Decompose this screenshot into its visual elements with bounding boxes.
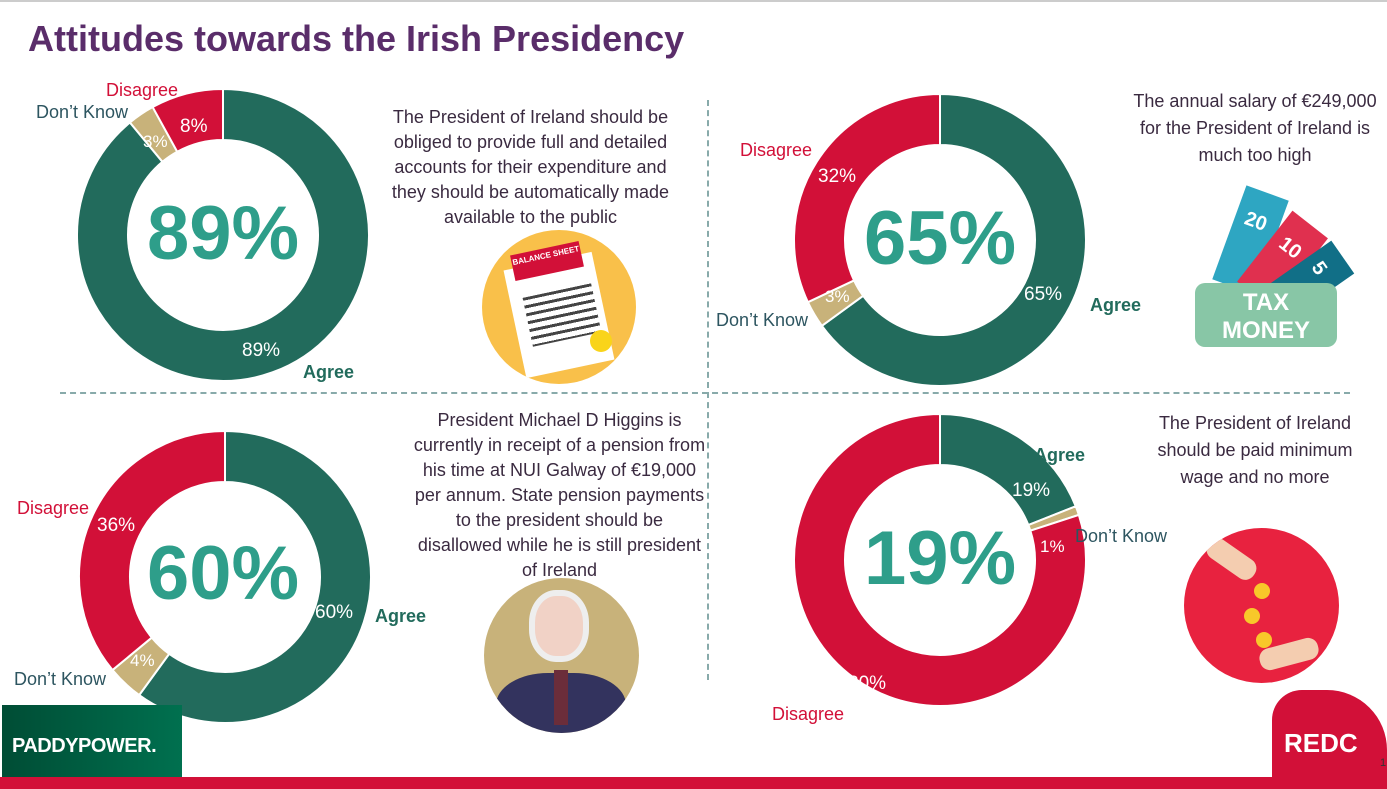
legend-disagree: Disagree bbox=[17, 498, 90, 518]
donut-slice-agree bbox=[76, 87, 370, 382]
donut-chart-salary bbox=[793, 92, 1087, 387]
coins-hand-illustration bbox=[1184, 528, 1339, 683]
horizontal-divider bbox=[60, 392, 1350, 394]
data-label-dont-know: 3% bbox=[825, 287, 850, 306]
balance-sheet-illustration: BALANCE SHEET bbox=[482, 230, 636, 384]
legend-disagree: Disagree bbox=[740, 140, 813, 160]
page-title: Attitudes towards the Irish Presidency bbox=[28, 18, 685, 59]
question-text: The President of Ireland should be paid … bbox=[1157, 413, 1353, 487]
donut-slice-agree bbox=[820, 92, 1087, 387]
tax-money-illustration: 20 10 5 TAX MONEY bbox=[1190, 185, 1355, 350]
donut-slice-agree bbox=[939, 412, 1078, 527]
data-label-dont-know: 4% bbox=[130, 651, 155, 670]
donut-slice-disagree bbox=[793, 412, 1087, 707]
data-label-agree: 65% bbox=[1024, 284, 1063, 305]
donut-slice-disagree bbox=[151, 87, 224, 154]
question-text: The annual salary of €249,000 for the Pr… bbox=[1133, 91, 1377, 165]
data-label-dont-know: 1% bbox=[1040, 537, 1065, 556]
legend-agree: Agree bbox=[303, 362, 355, 382]
data-label-dont-know: 3% bbox=[143, 132, 168, 151]
data-label-disagree: 80% bbox=[848, 673, 887, 694]
donut-slice-disagree bbox=[793, 92, 941, 304]
tax-money-label: TAX MONEY bbox=[1195, 283, 1337, 347]
legend-disagree: Disagree bbox=[106, 80, 179, 100]
data-label-agree: 89% bbox=[242, 340, 281, 361]
legend-dont-know: Don’t Know bbox=[36, 102, 129, 122]
headline-value: 60% bbox=[146, 531, 300, 616]
redc-logo: REDC bbox=[1272, 690, 1387, 778]
legend-dont-know: Don’t Know bbox=[14, 669, 107, 689]
headline-value: 89% bbox=[146, 191, 300, 276]
legend-agree: Agree bbox=[1034, 445, 1086, 465]
data-label-disagree: 8% bbox=[180, 116, 208, 137]
question-text: The President of Ireland should be oblig… bbox=[391, 107, 670, 227]
data-label-disagree: 36% bbox=[97, 515, 136, 536]
paddypower-logo-text: PADDYPOWER. bbox=[12, 735, 157, 757]
redc-logo-text: REDC bbox=[1284, 728, 1358, 758]
donut-slice-disagree bbox=[78, 429, 226, 672]
paddypower-logo: PADDYPOWER. bbox=[2, 705, 182, 777]
legend-disagree: Disagree bbox=[772, 704, 845, 724]
question-text: President Michael D Higgins is currently… bbox=[413, 410, 706, 580]
data-label-agree: 60% bbox=[315, 602, 354, 623]
data-label-disagree: 32% bbox=[818, 166, 857, 187]
page-number: 1 bbox=[1380, 757, 1387, 769]
vertical-divider bbox=[707, 100, 709, 680]
data-label-agree: 19% bbox=[1012, 480, 1051, 501]
donut-chart-accounts bbox=[76, 87, 370, 382]
legend-agree: Agree bbox=[375, 606, 427, 626]
donut-chart-minimum-wage bbox=[793, 412, 1087, 707]
top-border bbox=[0, 0, 1387, 2]
legend-dont-know: Don’t Know bbox=[716, 310, 809, 330]
legend-dont-know: Don’t Know bbox=[1075, 526, 1168, 546]
legend-agree: Agree bbox=[1090, 295, 1142, 315]
headline-value: 19% bbox=[863, 516, 1017, 601]
headline-value: 65% bbox=[863, 196, 1017, 281]
president-portrait-illustration bbox=[484, 578, 639, 733]
bottom-bar bbox=[0, 777, 1387, 789]
